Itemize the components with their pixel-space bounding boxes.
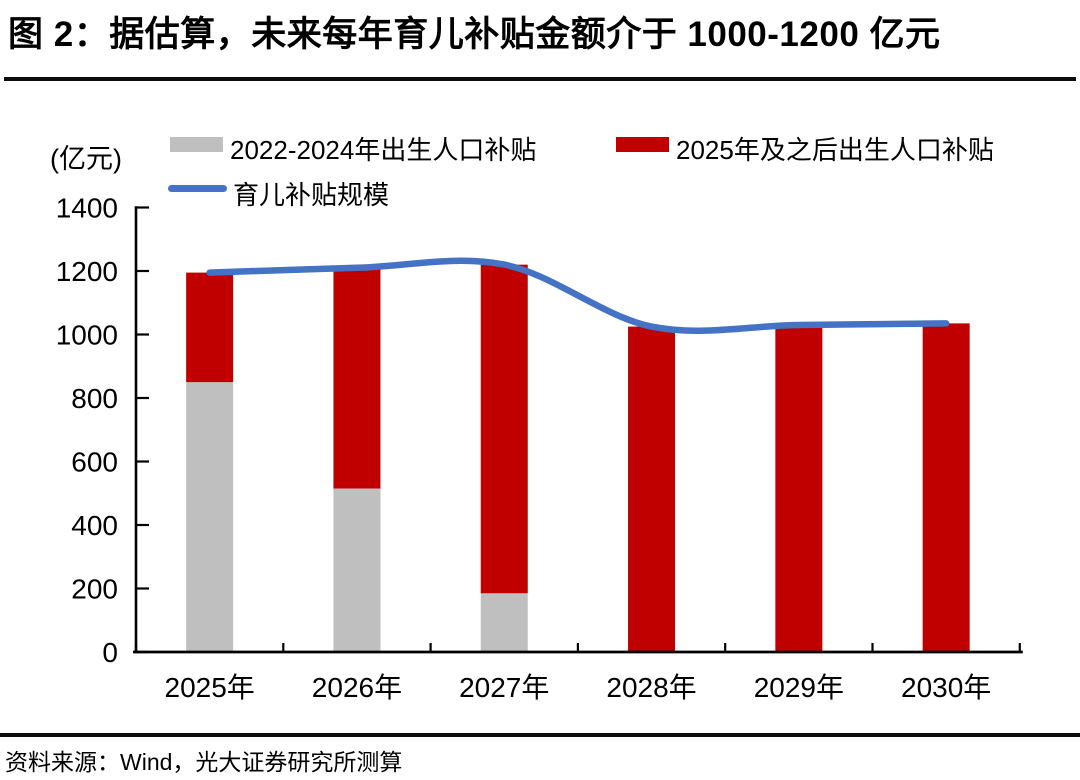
y-tick-label: 200	[71, 574, 118, 605]
title-divider	[4, 77, 1076, 81]
x-tick-label: 2029年	[754, 672, 844, 703]
x-tick-label: 2025年	[165, 672, 255, 703]
y-tick-label: 1000	[56, 320, 118, 351]
bar-segment-red-2025年	[186, 272, 234, 383]
y-tick-label: 0	[102, 637, 118, 668]
bar-segment-red-2030年	[922, 323, 970, 652]
y-tick-label: 400	[71, 510, 118, 541]
x-tick-label: 2027年	[459, 672, 549, 703]
bar-segment-red-2026年	[333, 267, 381, 489]
x-tick-label: 2026年	[312, 672, 402, 703]
bar-segment-gray-2026年	[333, 488, 381, 652]
bar-segment-gray-2025年	[186, 382, 234, 652]
x-tick-label: 2028年	[606, 672, 696, 703]
legend-swatch-red-bar	[616, 137, 669, 152]
legend-swatch-gray-bar	[170, 137, 223, 152]
y-tick-label: 800	[71, 383, 118, 414]
chart-title: 图 2：据估算，未来每年育儿补贴金额介于 1000-1200 亿元	[8, 15, 941, 54]
trend-line	[206, 257, 950, 335]
legend-label-line: 育儿补贴规模	[233, 180, 390, 210]
y-tick-label: 1400	[56, 193, 118, 224]
legend-swatch-blue-line	[168, 185, 227, 192]
source-note: 资料来源：Wind，光大证券研究所测算	[5, 749, 403, 775]
bar-segment-red-2027年	[480, 264, 528, 594]
legend-label-gray: 2022-2024年出生人口补贴	[230, 135, 537, 165]
bar-segment-red-2028年	[628, 326, 676, 652]
y-tick-label: 1200	[56, 256, 118, 287]
x-tick-label: 2030年	[901, 672, 991, 703]
legend-label-red: 2025年及之后出生人口补贴	[676, 135, 994, 165]
bar-segment-red-2029年	[775, 324, 823, 652]
y-axis-unit-label: (亿元)	[50, 144, 122, 174]
bar-segment-gray-2027年	[480, 593, 528, 652]
y-tick-label: 600	[71, 447, 118, 478]
footer-divider	[0, 733, 1080, 737]
